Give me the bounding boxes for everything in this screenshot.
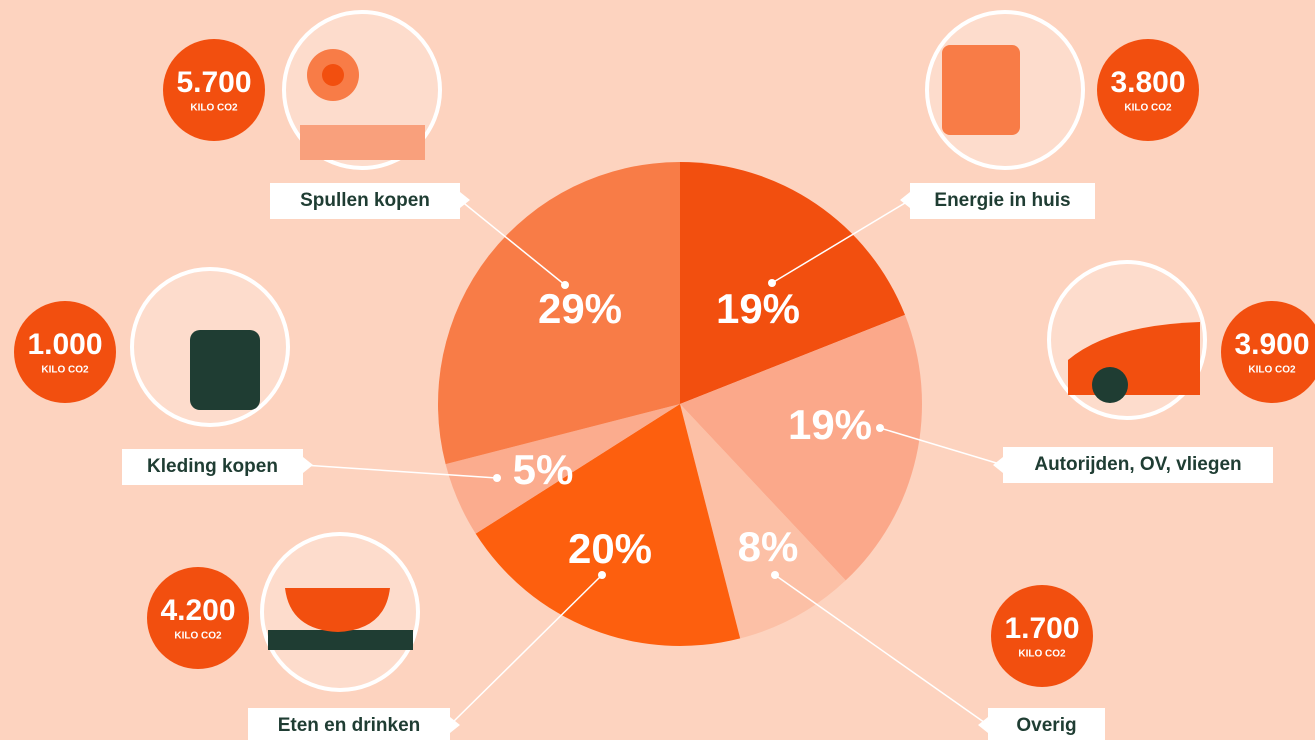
percent-label: 20%	[568, 525, 652, 572]
pie-slice	[680, 314, 922, 581]
icon-shape	[190, 330, 260, 410]
co2-unit: KILO CO2	[1018, 649, 1066, 660]
icon-shape	[300, 125, 425, 160]
co2-value: 3.900	[1234, 328, 1309, 361]
co2-value: 4.200	[160, 594, 235, 627]
category-label: Energie in huis	[934, 190, 1070, 211]
co2-value: 5.700	[176, 66, 251, 99]
co2-badge	[14, 301, 116, 403]
icon-shape	[1092, 367, 1128, 403]
leader-line	[302, 464, 498, 479]
percent-label: 29%	[538, 285, 622, 332]
category-label: Eten en drinken	[278, 715, 421, 736]
co2-badge	[147, 567, 249, 669]
label-pointer	[450, 717, 460, 733]
leader-line	[774, 574, 989, 726]
icon-shape	[285, 588, 390, 632]
pie-slice	[680, 404, 846, 639]
label-pointer	[460, 192, 470, 208]
co2-unit: KILO CO2	[190, 103, 238, 114]
percent-label: 8%	[738, 523, 799, 570]
co2-unit: KILO CO2	[174, 631, 222, 642]
label-pointer	[978, 717, 988, 733]
co2-unit: KILO CO2	[1248, 365, 1296, 376]
leader-dot	[771, 571, 779, 579]
category-label: Spullen kopen	[300, 190, 430, 211]
pie-slice	[445, 404, 680, 534]
label-box	[122, 449, 303, 485]
percent-label: 19%	[716, 285, 800, 332]
co2-value: 1.000	[27, 328, 102, 361]
co2-badge	[163, 39, 265, 141]
leader-line	[879, 427, 1004, 466]
leader-dot	[493, 474, 501, 482]
label-pointer	[303, 457, 313, 473]
leader-dot	[598, 571, 606, 579]
co2-value: 1.700	[1004, 612, 1079, 645]
category-label: Kleding kopen	[147, 456, 278, 477]
label-box	[1003, 447, 1273, 483]
leader-dot	[768, 279, 776, 287]
icon-shape	[268, 630, 413, 650]
co2-badge	[1221, 301, 1315, 403]
leader-line	[771, 199, 911, 284]
icon-shape	[322, 64, 344, 86]
pie-slice	[680, 162, 906, 404]
icon-shape	[942, 45, 1020, 135]
category-label: Autorijden, OV, vliegen	[1034, 454, 1241, 475]
leader-dot	[876, 424, 884, 432]
pie-slice	[438, 162, 680, 465]
label-box	[910, 183, 1095, 219]
co2-badge	[1097, 39, 1199, 141]
co2-value: 3.800	[1110, 66, 1185, 99]
leader-dot	[561, 281, 569, 289]
percent-label: 19%	[788, 401, 872, 448]
label-pointer	[900, 192, 910, 208]
label-box	[988, 708, 1105, 740]
co2-badge	[991, 585, 1093, 687]
icons	[130, 10, 1207, 692]
category-label: Overig	[1016, 715, 1076, 736]
label-pointer	[993, 457, 1003, 473]
pie-slice	[475, 404, 741, 646]
label-box	[270, 183, 460, 219]
leader-line	[449, 574, 603, 726]
label-box	[248, 708, 450, 740]
percent-label: 5%	[513, 446, 574, 493]
leader-line	[459, 199, 566, 286]
co2-unit: KILO CO2	[41, 365, 89, 376]
co2-unit: KILO CO2	[1124, 103, 1172, 114]
